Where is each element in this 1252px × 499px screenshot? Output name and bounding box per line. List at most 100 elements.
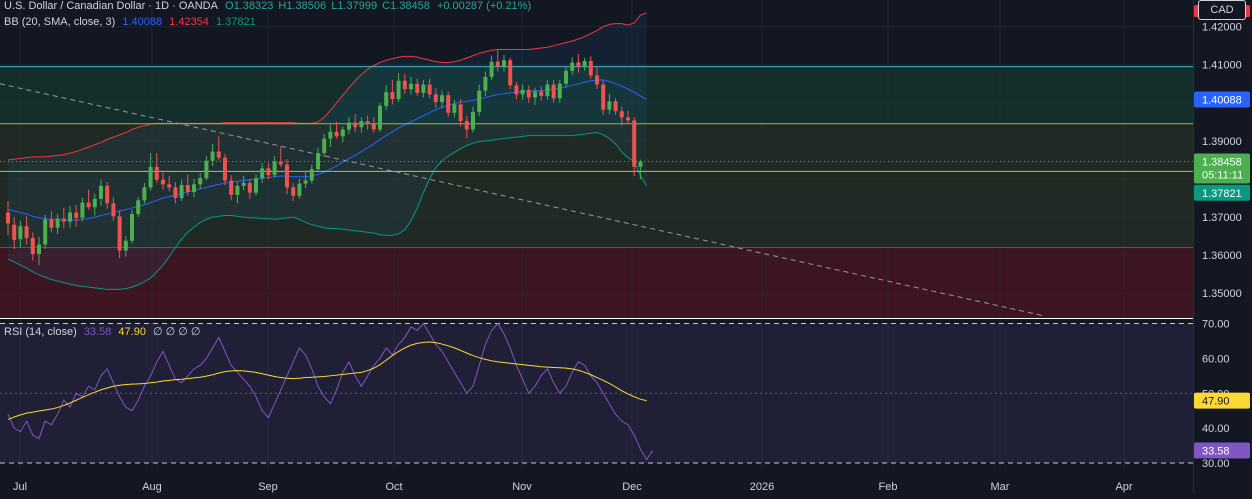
candle-down[interactable] (576, 54, 581, 73)
candle-down[interactable] (105, 182, 110, 209)
candle-down[interactable] (30, 232, 35, 261)
candle-down[interactable] (167, 175, 172, 192)
symbol-header[interactable]: U.S. Dollar / Canadian Dollar · 1D · OAN… (4, 0, 535, 12)
candle-down[interactable] (613, 98, 618, 116)
candle-down[interactable] (61, 207, 66, 229)
candle-up[interactable] (483, 71, 488, 96)
candle-up[interactable] (68, 205, 72, 228)
candle-down[interactable] (433, 88, 438, 109)
rsi-line[interactable] (7, 322, 654, 461)
candle-up[interactable] (421, 79, 426, 98)
candle-down[interactable] (285, 159, 289, 195)
candle-up[interactable] (533, 87, 537, 106)
candle-up[interactable] (347, 117, 351, 135)
candle-down[interactable] (508, 57, 513, 90)
candle-down[interactable] (154, 153, 159, 183)
price-axis[interactable]: 1.420001.410001.400001.390001.380001.370… (1193, 0, 1252, 494)
candle-down[interactable] (626, 110, 630, 125)
candle-down[interactable] (173, 182, 178, 204)
candle-up[interactable] (80, 198, 85, 222)
candle-up[interactable] (582, 57, 587, 71)
candle-down[interactable] (402, 73, 407, 94)
candle-up[interactable] (210, 143, 215, 167)
time-axis[interactable]: Jul Aug Sep Oct Nov Dec 2026 Feb Mar Apr (13, 481, 1133, 493)
candle-down[interactable] (117, 210, 122, 259)
candle-down[interactable] (371, 117, 376, 133)
candle-down[interactable] (161, 172, 165, 190)
candle-up[interactable] (297, 178, 302, 199)
candle-down[interactable] (365, 115, 370, 130)
candle-up[interactable] (272, 156, 277, 178)
candle-down[interactable] (229, 175, 234, 201)
candle-down[interactable] (539, 86, 544, 101)
candle-down[interactable] (291, 182, 296, 202)
bb-legend[interactable]: BB (20, SMA, close, 3) 1.40088 1.42354 1… (4, 16, 260, 28)
candle-up[interactable] (409, 76, 413, 95)
candle-down[interactable] (427, 78, 432, 99)
candle-down[interactable] (514, 82, 519, 100)
candle-down[interactable] (551, 79, 556, 103)
candle-up[interactable] (136, 197, 141, 218)
candle-up[interactable] (254, 174, 258, 196)
candle-down[interactable] (12, 217, 17, 250)
candle-up[interactable] (260, 162, 265, 183)
candle-up[interactable] (241, 175, 246, 191)
candle-up[interactable] (179, 179, 184, 202)
candle-up[interactable] (37, 236, 41, 266)
candle-up[interactable] (452, 99, 457, 118)
candle-up[interactable] (557, 79, 562, 103)
candle-up[interactable] (204, 156, 209, 181)
candle-down[interactable] (415, 78, 420, 96)
trendline[interactable] (0, 83, 1046, 317)
candle-up[interactable] (638, 159, 643, 180)
candle-down[interactable] (526, 85, 531, 103)
candle-up[interactable] (564, 67, 568, 88)
bb-label[interactable]: BB (20, SMA, close, 3) (4, 16, 116, 28)
candle-down[interactable] (216, 136, 221, 161)
candle-up[interactable] (570, 57, 575, 75)
candle-down[interactable] (111, 197, 116, 221)
candle-up[interactable] (303, 170, 308, 189)
candle-down[interactable] (185, 174, 190, 196)
candle-down[interactable] (86, 189, 91, 210)
candle-down[interactable] (464, 115, 469, 139)
candle-up[interactable] (359, 117, 364, 133)
candle-down[interactable] (247, 178, 252, 199)
candle-up[interactable] (545, 79, 550, 100)
candle-up[interactable] (471, 106, 475, 133)
candle-down[interactable] (6, 201, 10, 236)
candle-up[interactable] (520, 84, 525, 100)
candle-up[interactable] (18, 220, 23, 248)
candle-up[interactable] (309, 164, 314, 184)
candle-down[interactable] (334, 121, 339, 139)
candle-down[interactable] (223, 153, 227, 186)
rsi-ma-line[interactable] (7, 341, 647, 420)
candle-down[interactable] (595, 67, 599, 90)
candle-up[interactable] (55, 214, 60, 235)
candle-up[interactable] (489, 55, 494, 80)
candle-down[interactable] (458, 99, 463, 127)
horizontal-lines[interactable] (0, 66, 1193, 249)
candle-down[interactable] (266, 162, 271, 179)
candle-down[interactable] (353, 114, 358, 132)
candle-up[interactable] (328, 124, 333, 148)
candle-up[interactable] (123, 236, 128, 257)
candle-down[interactable] (619, 106, 624, 126)
candle-up[interactable] (396, 73, 401, 103)
trendline-layer[interactable] (0, 83, 1046, 317)
candle-up[interactable] (192, 178, 196, 198)
candle-down[interactable] (495, 50, 500, 72)
candle-up[interactable] (43, 214, 48, 250)
candle-up[interactable] (92, 193, 97, 216)
candle-up[interactable] (130, 209, 134, 244)
candle-down[interactable] (446, 91, 451, 117)
candle-up[interactable] (477, 84, 482, 116)
candle-series[interactable] (6, 50, 643, 266)
candle-up[interactable] (384, 85, 389, 110)
currency-label[interactable]: CAD (1198, 0, 1246, 20)
candle-down[interactable] (74, 204, 79, 227)
candle-up[interactable] (340, 126, 345, 143)
candle-up[interactable] (142, 182, 147, 204)
